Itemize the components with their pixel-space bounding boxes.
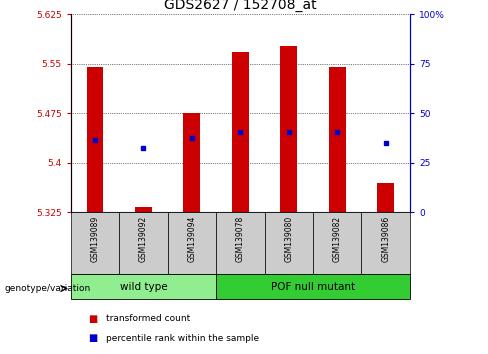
Bar: [183, 113, 201, 212]
Bar: [377, 183, 394, 212]
Title: GDS2627 / 152708_at: GDS2627 / 152708_at: [164, 0, 317, 12]
Text: ■: ■: [88, 333, 97, 343]
Text: GSM139078: GSM139078: [236, 216, 245, 262]
Text: transformed count: transformed count: [106, 314, 191, 323]
Text: GSM139092: GSM139092: [139, 216, 148, 262]
Bar: [329, 67, 346, 212]
Bar: [232, 52, 249, 212]
Bar: [216, 274, 410, 299]
Bar: [71, 274, 216, 299]
Bar: [362, 212, 410, 274]
Text: GSM139086: GSM139086: [381, 216, 390, 262]
Text: genotype/variation: genotype/variation: [5, 284, 91, 293]
Bar: [264, 212, 313, 274]
Bar: [135, 207, 152, 212]
Bar: [71, 212, 119, 274]
Text: GSM139080: GSM139080: [285, 216, 293, 262]
Text: percentile rank within the sample: percentile rank within the sample: [106, 333, 260, 343]
Text: GSM139089: GSM139089: [90, 216, 100, 262]
Text: wild type: wild type: [120, 282, 167, 292]
Text: POF null mutant: POF null mutant: [271, 282, 355, 292]
Bar: [216, 212, 264, 274]
Text: GSM139082: GSM139082: [333, 216, 342, 262]
Text: ■: ■: [88, 314, 97, 324]
Bar: [86, 67, 103, 212]
Bar: [313, 212, 362, 274]
Text: GSM139094: GSM139094: [187, 216, 196, 262]
Bar: [119, 212, 168, 274]
Bar: [280, 46, 297, 212]
Bar: [168, 212, 216, 274]
